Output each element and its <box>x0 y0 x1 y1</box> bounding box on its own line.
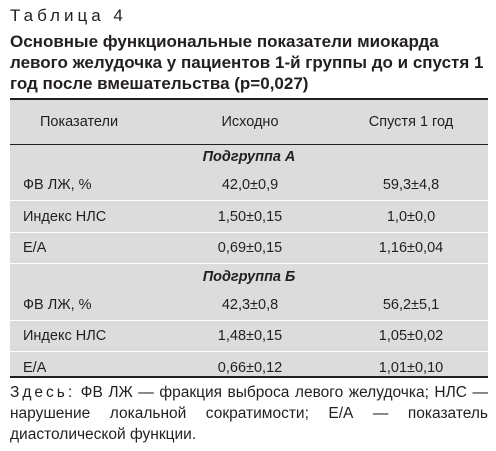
row-baseline-value: 1,48±0,15 <box>217 328 283 344</box>
table-label: Таблица 4 <box>10 6 127 25</box>
row-label: Е/А <box>23 240 47 256</box>
row-label: ФВ ЛЖ, % <box>23 296 92 313</box>
row-label: Индекс НЛС <box>23 208 107 225</box>
table-row: Индекс НЛС 1,50±0,15 1,0±0,0 <box>10 202 488 233</box>
table-row: ФВ ЛЖ, % 42,3±0,8 56,2±5,1 <box>10 290 488 321</box>
subgroup-a-label: Подгруппа А <box>202 149 296 165</box>
table-row: Е/А 0,66±0,12 1,01±0,10 <box>10 353 488 383</box>
row-baseline-value: 0,69±0,15 <box>217 240 283 256</box>
row-baseline-value: 0,66±0,12 <box>217 359 283 376</box>
row-baseline-value: 42,3±0,8 <box>221 296 279 313</box>
row-after-value: 59,3±4,8 <box>382 177 440 193</box>
row-after-value: 1,01±0,10 <box>378 359 444 376</box>
table-row: Е/А 0,69±0,15 1,16±0,04 <box>10 233 488 264</box>
data-table: Показатели Исходно Спустя 1 год Подгрупп… <box>10 98 488 378</box>
header-after-1-year: Спустя 1 год <box>368 114 454 130</box>
footnote-text: ФВ ЛЖ — фракция выброса левого желудочка… <box>10 384 488 443</box>
table-row: ФВ ЛЖ, % 42,0±0,9 59,3±4,8 <box>10 170 488 201</box>
subgroup-a-heading: Подгруппа А <box>10 145 488 170</box>
row-after-value: 1,0±0,0 <box>386 208 436 225</box>
table-footnote: Здесь: ФВ ЛЖ — фракция выброса левого же… <box>10 382 488 445</box>
row-after-value: 56,2±5,1 <box>382 296 440 313</box>
header-indicator: Показатели <box>40 114 119 130</box>
row-baseline-value: 42,0±0,9 <box>221 177 279 193</box>
subgroup-b-heading: Подгруппа Б <box>10 265 488 290</box>
row-after-value: 1,05±0,02 <box>378 328 444 344</box>
row-label: Индекс НЛС <box>23 328 107 344</box>
row-baseline-value: 1,50±0,15 <box>217 208 283 225</box>
row-label: Е/А <box>23 359 47 376</box>
footnote-lead: Здесь: <box>10 384 76 401</box>
table-row: Индекс НЛС 1,48±0,15 1,05±0,02 <box>10 321 488 352</box>
row-after-value: 1,16±0,04 <box>378 240 444 256</box>
row-label: ФВ ЛЖ, % <box>23 177 92 193</box>
header-baseline: Исходно <box>221 114 279 130</box>
table-title: Основные функциональные показатели миока… <box>10 32 484 93</box>
table-header-row: Показатели Исходно Спустя 1 год <box>10 100 488 145</box>
subgroup-b-label: Подгруппа Б <box>202 268 296 285</box>
